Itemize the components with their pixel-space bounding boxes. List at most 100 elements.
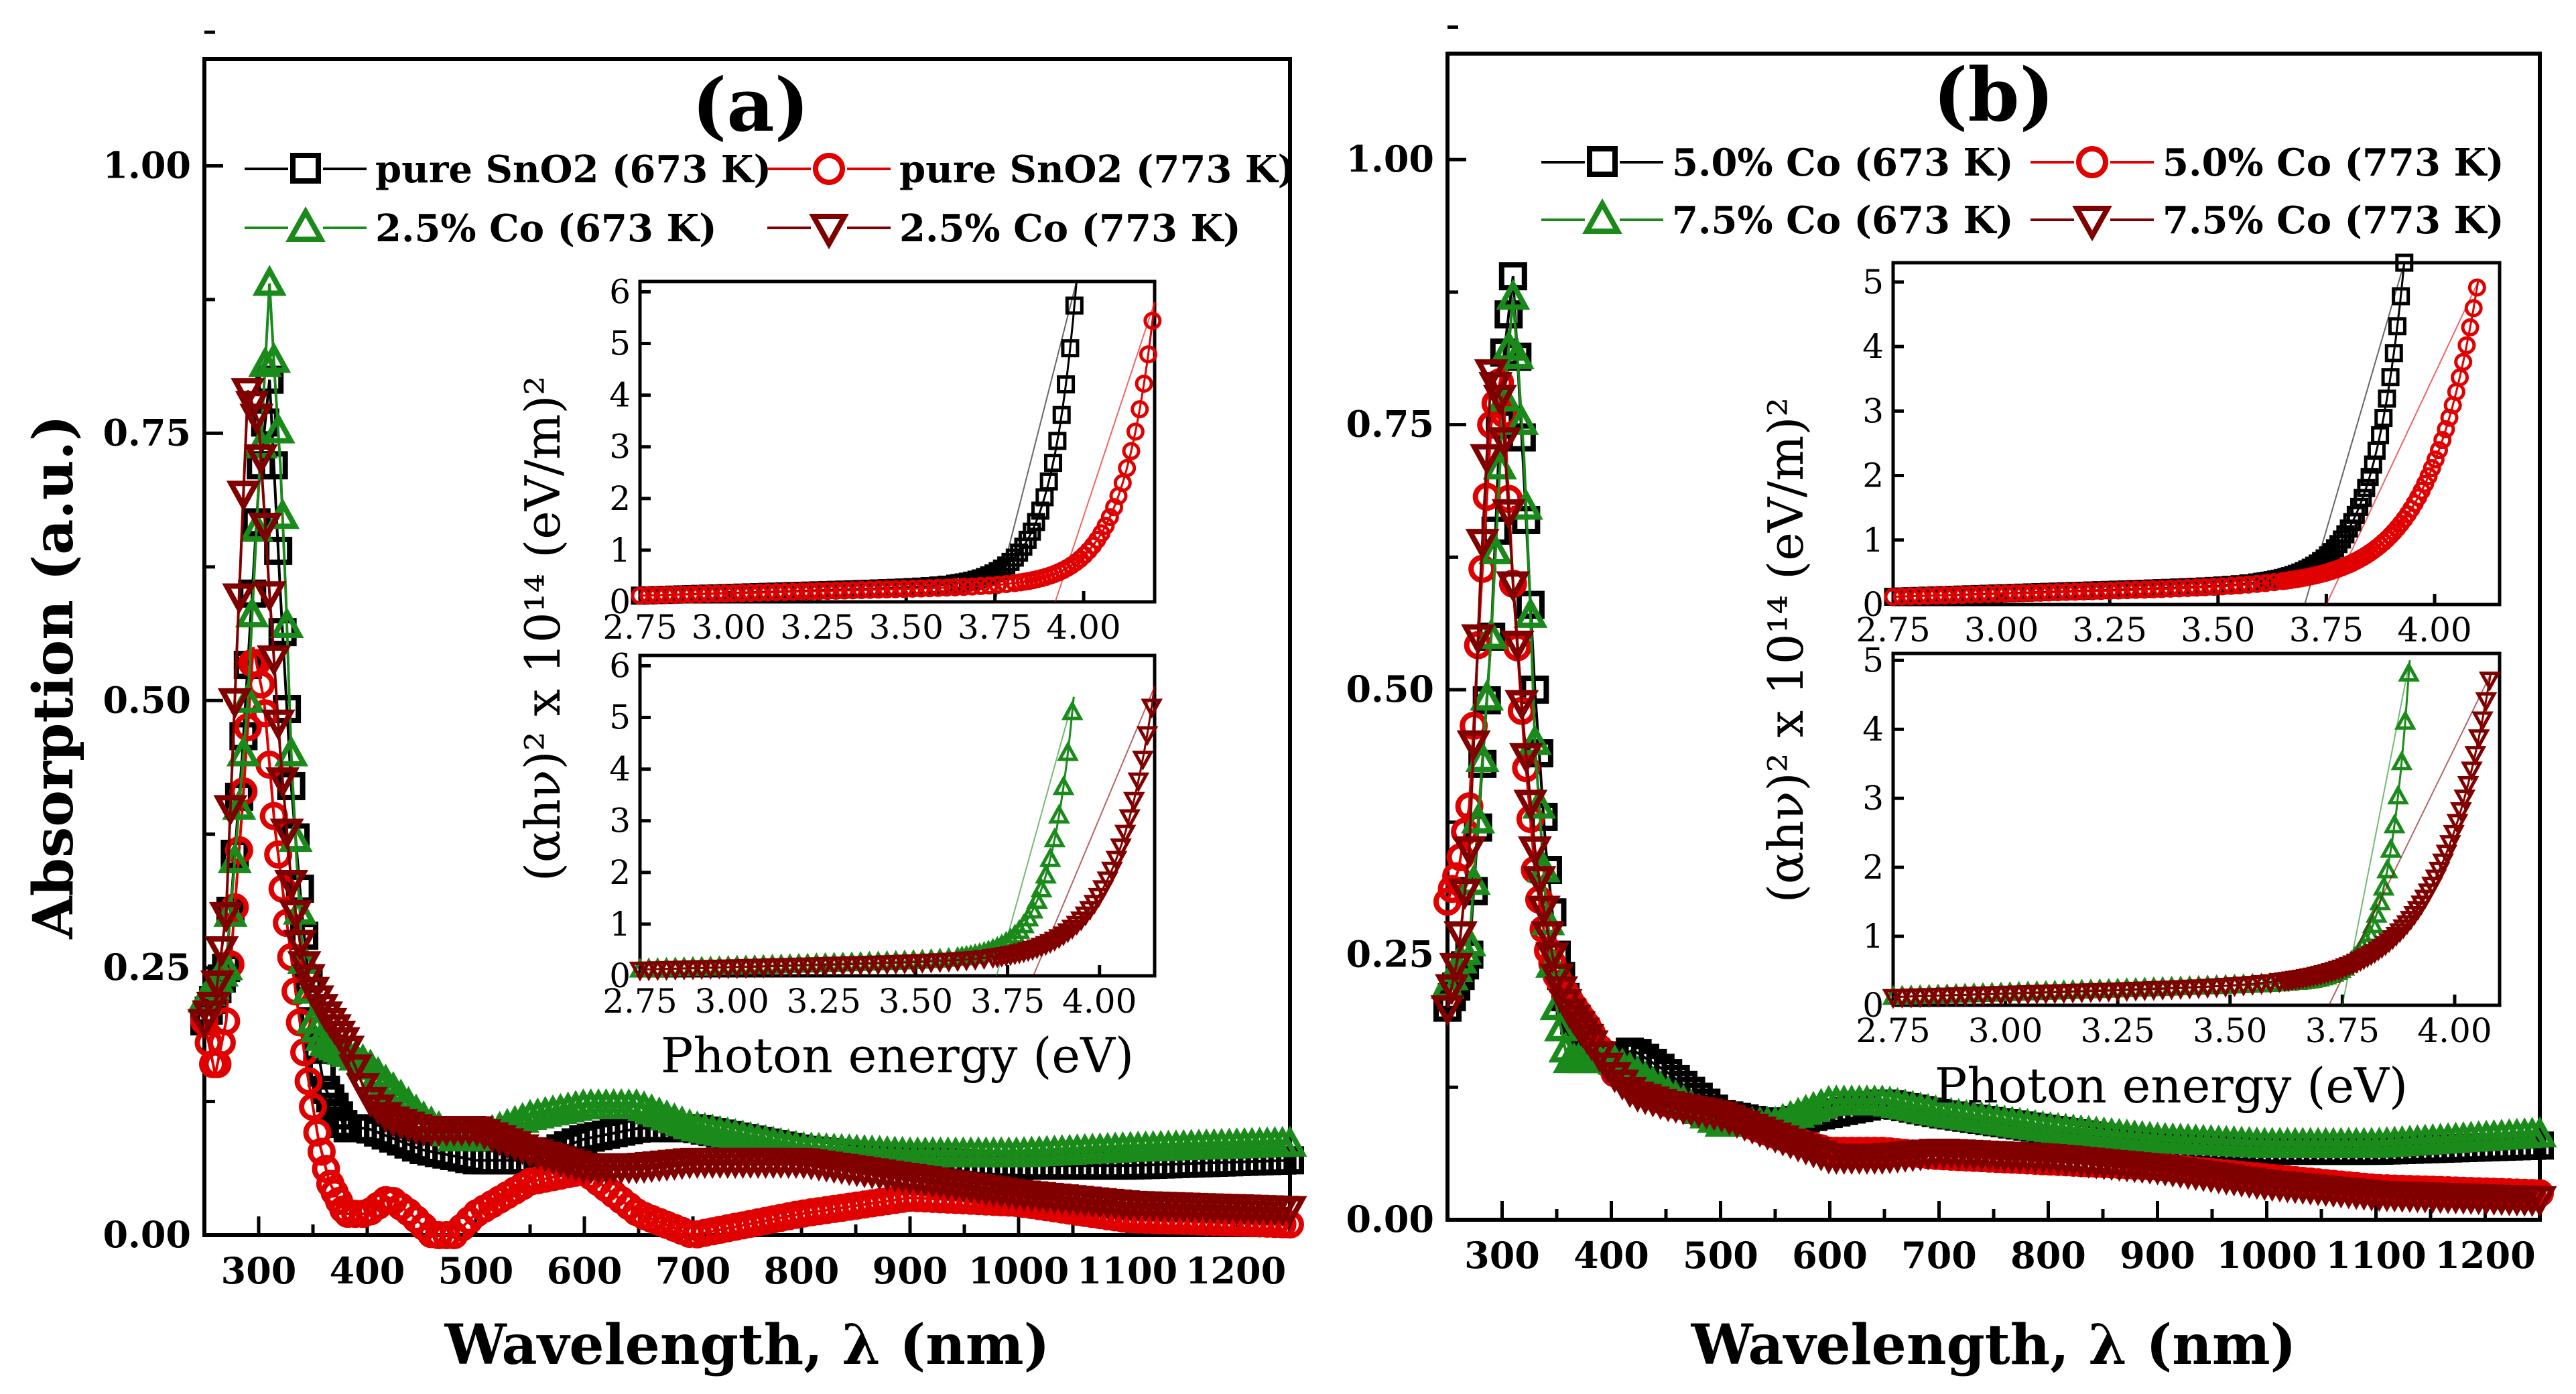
data-point-triangle-down [1136, 726, 1159, 747]
data-point-circle [401, 1205, 430, 1234]
legend-label: 2.5% Co (773 K) [899, 206, 1241, 251]
data-point-circle [631, 586, 649, 605]
data-point-square [1039, 472, 1058, 491]
data-point-circle [801, 582, 820, 600]
data-point-circle [895, 580, 913, 598]
data-point-triangle-up [252, 265, 287, 296]
x-tick-label: 1100 [1077, 1249, 1177, 1292]
data-point-triangle-down [1122, 791, 1145, 812]
data-point-circle [1143, 312, 1162, 330]
inset-y-tick-label: 5 [1862, 641, 1884, 680]
data-point-triangle-down [2464, 746, 2487, 766]
data-point-circle [784, 582, 803, 601]
y-tick-label: 0.75 [103, 411, 191, 454]
y-tick-label: 0.75 [1346, 403, 1434, 446]
inset-x-tick-label: 3.00 [1968, 1011, 2043, 1050]
data-point-triangle-down [222, 583, 257, 615]
data-point-circle [860, 580, 879, 599]
data-point-circle [1979, 585, 1998, 604]
data-point-triangle-down [2367, 941, 2390, 962]
tauc-fit-line [994, 281, 1078, 603]
data-point-triangle-up [1057, 741, 1079, 761]
data-point-triangle-down [2475, 692, 2498, 712]
data-point-triangle-up [257, 342, 292, 373]
data-point-triangle-up [1500, 338, 1535, 369]
data-point-triangle-up [1522, 787, 1557, 819]
data-point-triangle-up [2376, 858, 2398, 879]
panel-b-inset-bottom-content: 0 1 2 3 4 5 2.75 3.00 3.25 3.50 3.75 4.00 [1856, 641, 2501, 1050]
data-point-triangle-down [1491, 499, 1526, 531]
panel-a-inset-bottom-frame [638, 653, 1157, 978]
data-point-circle [2454, 353, 2473, 371]
panel-a-ylabel: Absorption (a.u.) [21, 415, 86, 940]
inset-y-tick-label: 4 [1862, 327, 1884, 366]
data-point-circle [2100, 581, 2119, 600]
data-point-triangle-down [1496, 571, 1531, 603]
data-point-square [1494, 300, 1523, 329]
data-point-circle [980, 576, 999, 595]
tauc-fit-line [1054, 302, 1155, 603]
data-point-triangle-down [1118, 809, 1141, 830]
data-point-circle [1100, 508, 1119, 527]
data-point-triangle-down [204, 936, 239, 968]
data-point-triangle-down [217, 688, 252, 720]
data-point-triangle-down [2471, 711, 2494, 732]
legend-label: pure SnO2 (673 K) [375, 147, 771, 192]
data-point-triangle-up [269, 607, 304, 639]
data-point-triangle-up [1470, 679, 1504, 711]
data-point-triangle-down [2522, 1186, 2557, 1218]
inset-series-triangle-down [1882, 672, 2501, 1009]
inset-series-line [639, 696, 1075, 971]
data-point-circle [2195, 578, 2214, 596]
inset-x-tick-label: 3.75 [2289, 611, 2364, 649]
y-tick-label: 0.50 [1346, 668, 1434, 710]
inset-y-tick-label: 2 [609, 853, 631, 892]
panel-a-label: (a) [692, 62, 809, 148]
legend-label: 5.0% Co (673 K) [1672, 141, 2014, 185]
data-point-triangle-up [1039, 847, 1061, 867]
data-point-circle [2179, 578, 2197, 597]
data-point-triangle-down [252, 581, 287, 613]
data-point-triangle-up [239, 511, 274, 542]
data-point-circle [682, 585, 700, 604]
data-point-circle [647, 586, 666, 605]
data-point-triangle-down [1048, 929, 1070, 950]
data-point-triangle-down [226, 481, 261, 512]
data-point-circle [2161, 579, 2180, 598]
inset-series-square [1884, 253, 2414, 606]
inset-y-tick-label: 6 [609, 272, 631, 311]
data-point-triangle-down [269, 818, 304, 850]
tauc-fit-line [996, 696, 1075, 976]
data-point-triangle-down [1465, 529, 1500, 560]
data-point-triangle-down [2446, 814, 2469, 834]
data-point-circle [2126, 580, 2145, 599]
data-point-circle [835, 581, 854, 600]
data-point-triangle-down [1526, 895, 1561, 927]
data-point-circle [440, 1221, 468, 1249]
data-point-circle [929, 578, 948, 597]
inset-series-line [1892, 660, 2411, 999]
data-point-triangle-up [2390, 750, 2413, 771]
data-point-square [2360, 468, 2379, 487]
data-point-circle [2083, 582, 2102, 600]
data-point-triangle-up [627, 1090, 661, 1122]
data-point-circle [1970, 585, 1989, 604]
data-point-circle [869, 580, 888, 599]
data-point-triangle-down [196, 991, 231, 1023]
data-point-circle [2213, 577, 2232, 596]
data-point-triangle-down [2461, 761, 2483, 782]
data-point-circle [1961, 585, 1980, 604]
legend-label: 5.0% Co (773 K) [2163, 141, 2504, 185]
data-point-circle [963, 577, 982, 596]
data-point-triangle-down [1487, 427, 1522, 458]
legend-item: 2.5% Co (773 K) [767, 206, 1241, 251]
data-point-circle [2437, 420, 2455, 439]
legend-item: 5.0% Co (673 K) [1541, 141, 2014, 185]
data-point-triangle-down [2478, 672, 2501, 692]
data-point-triangle-up [1273, 1125, 1307, 1157]
inset-x-tick-label: 3.00 [692, 608, 766, 647]
x-tick-label: 900 [2120, 1234, 2195, 1277]
panel-b-legend: 5.0% Co (673 K) 5.0% Co (773 K) 7.5% Co … [1541, 141, 2504, 243]
data-point-circle [2239, 575, 2258, 594]
legend-item: 7.5% Co (773 K) [2031, 198, 2504, 243]
